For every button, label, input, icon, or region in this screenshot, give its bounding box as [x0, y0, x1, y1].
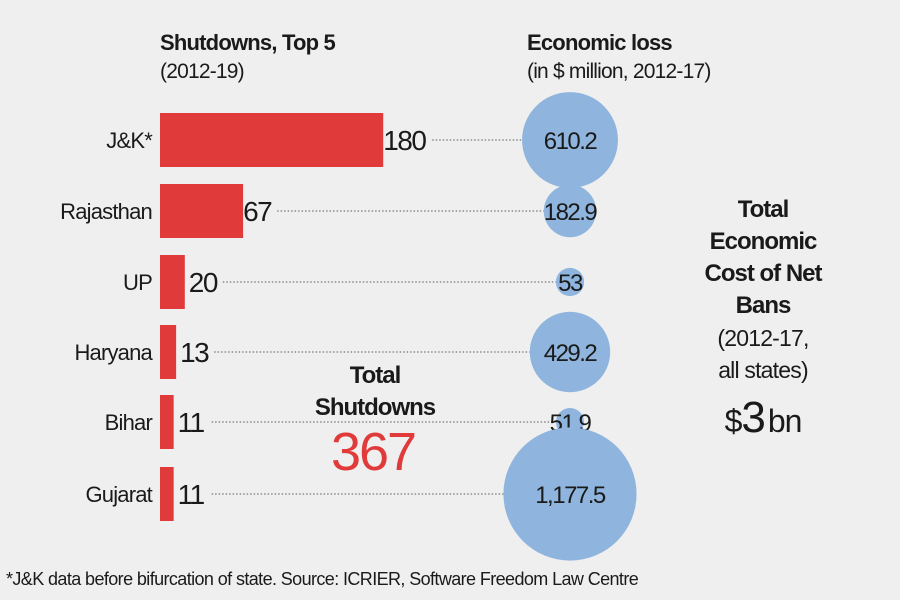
shutdown-value-label: 11 — [178, 479, 205, 510]
total-shutdowns-label-1: Total — [350, 362, 401, 389]
shutdown-bar — [160, 395, 174, 449]
total-cost-suffix: bn — [768, 403, 802, 439]
total-shutdowns-value: 367 — [331, 422, 415, 482]
economic-loss-bubble — [555, 267, 585, 297]
economic-loss-bubble — [529, 311, 611, 393]
economic-loss-bubble — [522, 92, 618, 188]
total-cost-line-4: Bans — [736, 292, 791, 319]
bubble-subtitle: (in $ million, 2012-17) — [527, 60, 711, 83]
total-cost-line-6: all states) — [718, 357, 808, 383]
category-label: Gujarat — [85, 482, 152, 507]
total-cost-prefix: $ — [725, 403, 743, 439]
total-cost-line-1: Total — [738, 196, 789, 223]
total-cost-line-2: Economic — [710, 228, 817, 255]
category-label: Bihar — [105, 410, 153, 435]
shutdown-value-label: 180 — [383, 125, 426, 156]
shutdown-bar — [160, 255, 185, 309]
shutdown-value-label: 13 — [180, 337, 209, 368]
category-label: UP — [123, 270, 152, 295]
shutdown-bar — [160, 467, 174, 521]
shutdown-value-label: 11 — [178, 407, 205, 438]
shutdown-bar — [160, 113, 384, 167]
shutdown-value-label: 20 — [189, 267, 218, 298]
shutdown-bar — [160, 325, 177, 379]
total-shutdowns-label-2: Shutdowns — [315, 394, 436, 421]
economic-loss-label: 429.2 — [544, 340, 598, 367]
category-label: Rajasthan — [60, 199, 152, 224]
total-cost-line-5: (2012-17, — [717, 325, 808, 351]
economic-loss-bubble — [543, 184, 597, 238]
category-label: Haryana — [74, 340, 153, 365]
bar-title: Shutdowns, Top 5 — [160, 30, 336, 55]
economic-loss-label: 610.2 — [544, 128, 598, 155]
economic-loss-label: 182.9 — [544, 199, 598, 226]
total-cost-value: $3bn — [725, 393, 802, 442]
total-cost-line-3: Cost of Net — [705, 260, 823, 287]
economic-loss-bubble — [503, 427, 637, 561]
category-label: J&K* — [106, 128, 153, 153]
bar-subtitle: (2012-19) — [160, 60, 244, 83]
total-cost-number: 3 — [741, 393, 764, 442]
economic-loss-label: 1,177.5 — [535, 482, 606, 509]
shutdown-value-label: 67 — [243, 196, 272, 227]
economic-loss-label: 53 — [558, 270, 583, 297]
footnote: *J&K data before bifurcation of state. S… — [6, 569, 639, 589]
bubble-title: Economic loss — [527, 30, 672, 55]
shutdown-bar — [160, 184, 244, 238]
